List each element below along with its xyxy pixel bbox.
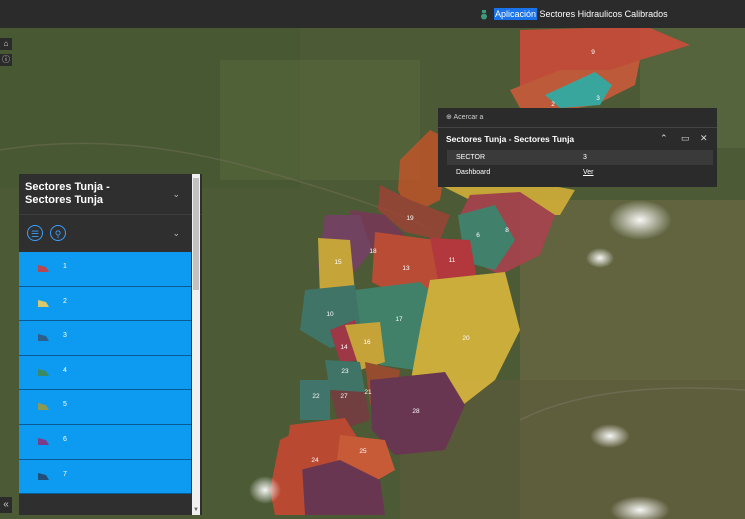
zoom-to-layer-button[interactable]: ⚲ (50, 225, 66, 241)
legend-item-label: 6 (63, 435, 67, 443)
legend-item[interactable]: 4 (19, 355, 191, 391)
layer-panel-toolbar: ☰ ⚲ ⌄ (19, 214, 202, 253)
legend-item-label: 5 (63, 401, 67, 409)
sector-label: 8 (505, 227, 509, 234)
double-chevron-left-icon: « (3, 499, 9, 510)
sector-polygons[interactable] (270, 28, 690, 515)
legend-item-label: 2 (63, 297, 67, 305)
zoom-to-button[interactable]: ⊕ Acercar a (446, 113, 483, 121)
field-key: SECTOR (456, 154, 486, 161)
legend-swatch-icon (38, 299, 49, 307)
sector-label: 23 (341, 368, 349, 375)
dashboard-link[interactable]: Ver (583, 169, 594, 176)
close-icon[interactable]: ✕ (700, 133, 708, 143)
legend-item-label: 3 (63, 332, 67, 340)
info-icon: ⓘ (2, 55, 10, 64)
zoom-in-icon: ⊕ (446, 114, 452, 121)
chevron-down-icon[interactable]: ⌄ (172, 228, 180, 238)
map-tools: ⌂ ⓘ (0, 38, 12, 70)
field-value: 3 (583, 154, 587, 161)
divider (438, 127, 717, 128)
sector-label: 25 (359, 448, 367, 455)
app-title-rest: Sectores Hidraulicos Calibrados (539, 9, 668, 19)
sector-label: 18 (369, 248, 377, 255)
legend-scrollbar[interactable]: ▼ (192, 174, 200, 515)
legend-swatch-icon (38, 368, 49, 376)
sector-label: 3 (596, 95, 600, 102)
layer-panel-header[interactable]: Sectores Tunja - Sectores Tunja ⌄ (19, 174, 202, 214)
chevron-down-icon[interactable]: ⌄ (172, 189, 180, 199)
sector-label: 21 (364, 389, 372, 396)
scroll-down-icon[interactable]: ▼ (193, 507, 199, 513)
legend-item[interactable]: 2 (19, 286, 191, 322)
popup-field-row: Dashboard Ver (447, 165, 713, 180)
sector-label: 19 (406, 215, 414, 222)
legend-swatch-icon (38, 334, 49, 342)
legend-item-label: 1 (63, 263, 67, 270)
legend-list-button[interactable]: ☰ (27, 225, 43, 241)
app-logo-icon (481, 9, 487, 20)
app-header: Aplicación Sectores Hidraulicos Calibrad… (0, 0, 745, 28)
legend-swatch-icon (38, 403, 49, 411)
legend-item[interactable]: 3 (19, 321, 191, 356)
scrollbar-thumb[interactable] (193, 178, 199, 290)
sector-label: 2 (551, 101, 555, 108)
sector-label: 10 (326, 311, 334, 318)
sector-number-labels: 9 8 19 18 13 11 15 10 17 20 14 16 23 21 … (311, 49, 600, 464)
legend-item-label: 7 (63, 470, 67, 478)
home-button[interactable]: ⌂ (0, 38, 12, 50)
search-icon: ⚲ (54, 229, 62, 239)
legend-swatch-icon (38, 437, 49, 445)
sector-label: 11 (449, 257, 456, 264)
legend-item[interactable]: 1 (19, 252, 191, 287)
info-button[interactable]: ⓘ (0, 54, 12, 66)
app-title: Aplicación Sectores Hidraulicos Calibrad… (480, 8, 668, 20)
legend-item[interactable]: 7 (19, 459, 191, 495)
app-title-highlight: Aplicación (494, 8, 538, 20)
field-key: Dashboard (456, 169, 491, 176)
dock-icon[interactable]: ▭ (681, 133, 690, 143)
sector-label: 17 (395, 316, 403, 323)
legend-item[interactable]: 5 (19, 390, 191, 425)
sector-label: 20 (462, 335, 470, 342)
home-icon: ⌂ (3, 39, 9, 48)
feature-popup: ⊕ Acercar a Sectores Tunja - Sectores Tu… (438, 108, 717, 187)
legend-list: 1 2 3 4 5 6 7 (19, 252, 191, 495)
sector-label: 16 (363, 339, 371, 346)
legend-item[interactable]: 6 (19, 424, 191, 460)
legend-swatch-icon (38, 265, 49, 272)
sector-label: 28 (412, 408, 420, 415)
legend-swatch-icon (38, 472, 49, 480)
popup-title: Sectores Tunja - Sectores Tunja (446, 134, 575, 144)
clouds (249, 200, 672, 519)
sector-label: 14 (340, 344, 348, 351)
sector-label: 15 (334, 259, 342, 266)
layer-panel-title-line1: Sectores Tunja - (25, 181, 110, 193)
sector-label: 13 (402, 265, 410, 272)
layer-panel: Sectores Tunja - Sectores Tunja ⌄ ☰ ⚲ ⌄ … (19, 174, 202, 515)
legend-item-label: 4 (63, 366, 67, 374)
sector-label: 24 (311, 457, 319, 464)
sector-label: 22 (312, 393, 320, 400)
sector-label: 9 (591, 49, 595, 56)
sector-label: 27 (340, 393, 348, 400)
zoom-to-label: Acercar a (453, 114, 484, 121)
sector-label: 6 (476, 232, 480, 239)
list-icon: ☰ (30, 229, 40, 239)
popup-field-row: SECTOR 3 (447, 150, 713, 165)
collapse-icon[interactable]: ⌃ (660, 133, 668, 143)
layer-panel-title-line2: Sectores Tunja (25, 194, 104, 206)
expand-panel-button[interactable]: « (0, 497, 12, 513)
